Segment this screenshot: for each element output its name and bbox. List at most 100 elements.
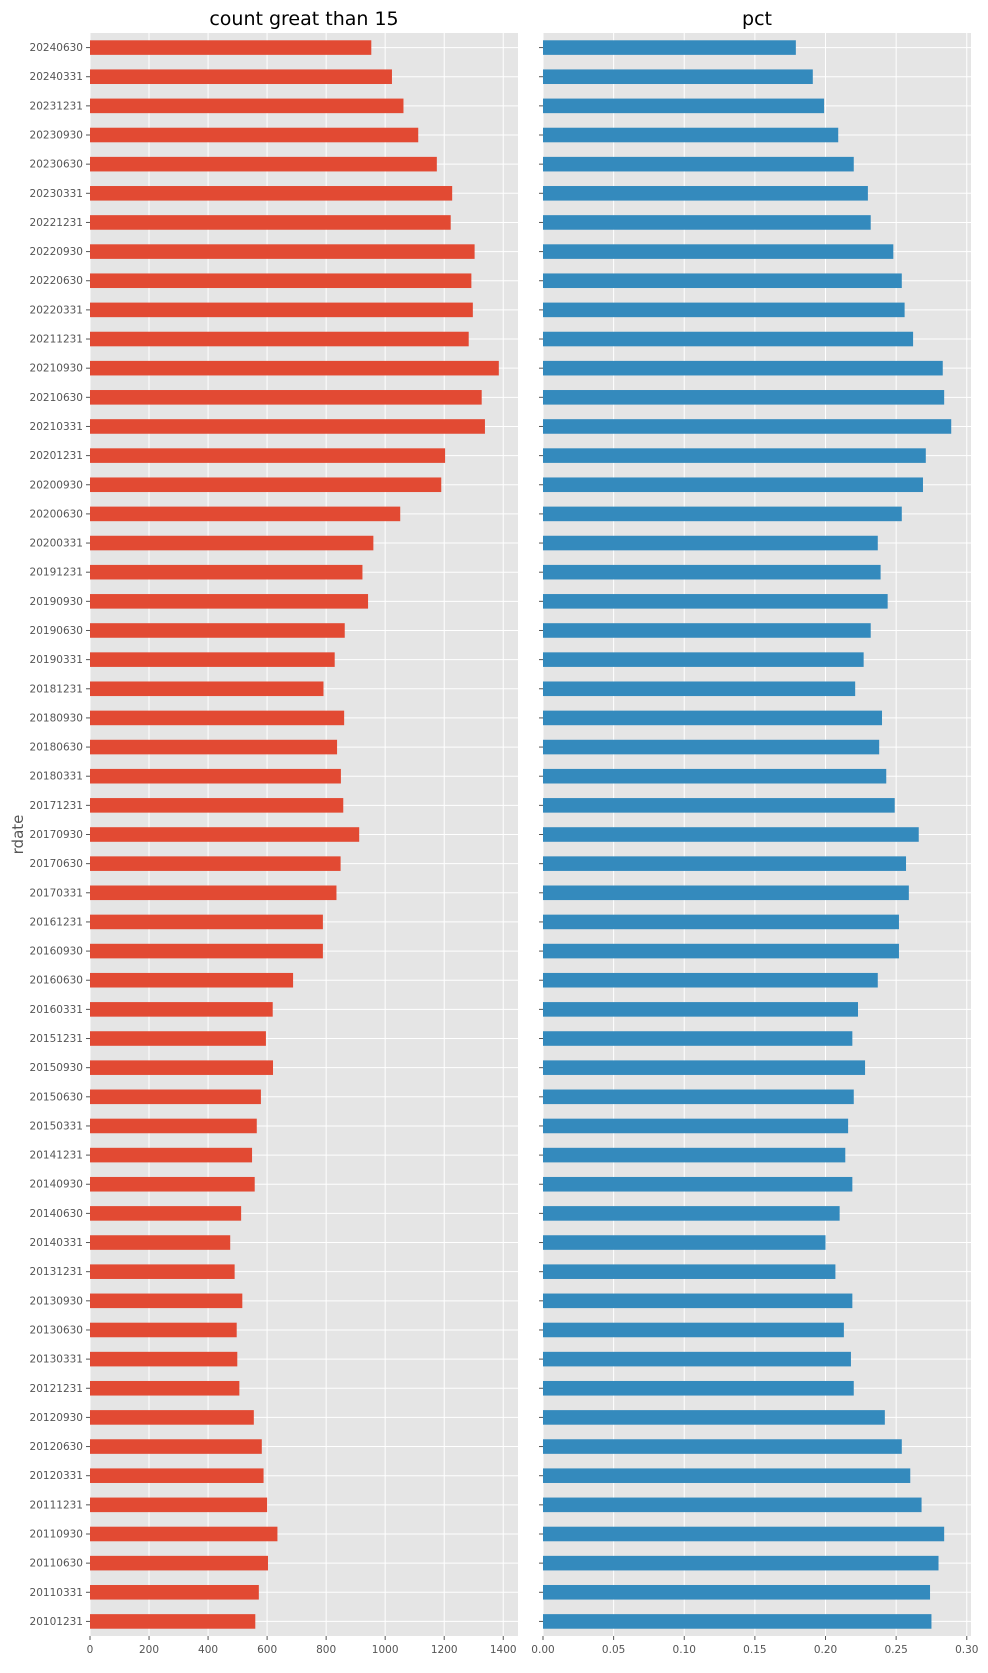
y-tick-label: 20130331	[30, 1354, 83, 1366]
y-tick-label: 20121231	[30, 1383, 83, 1395]
bar-20180930	[90, 710, 345, 726]
y-tick-label: 20170930	[30, 829, 83, 841]
y-tick-label: 20101231	[30, 1616, 83, 1628]
y-tick-label: 20170630	[30, 858, 83, 870]
bar-20140331	[543, 1235, 826, 1250]
bar-20120331	[90, 1468, 264, 1483]
bar-20201231	[543, 448, 926, 463]
y-tick-label: 20240331	[30, 71, 83, 83]
y-tick-label: 20170331	[30, 887, 83, 899]
x-tick-label: 0.30	[955, 1644, 978, 1656]
y-tick-label: 20141231	[30, 1150, 83, 1162]
bar-20150331	[90, 1118, 257, 1134]
panel-1: 20240630 20240331 20231231 20230930 20230630…	[9, 8, 518, 1656]
bar-20210930	[90, 360, 499, 376]
chart-title: count great than 15	[209, 8, 398, 30]
bar-20150630	[90, 1089, 261, 1105]
bar-20160331	[543, 1002, 858, 1017]
y-tick-label: 20140331	[30, 1237, 83, 1249]
x-tick-label: 0.00	[531, 1644, 554, 1656]
bar-20161231	[543, 914, 899, 930]
bar-20130630	[543, 1322, 844, 1338]
bar-20171231	[543, 798, 895, 813]
y-tick-label: 20230630	[30, 159, 83, 171]
bar-20200930	[543, 477, 923, 493]
bar-20110331	[90, 1584, 259, 1600]
bar-20150930	[543, 1060, 866, 1075]
y-tick-label: 20191231	[30, 567, 83, 579]
chart-title: pct	[742, 8, 772, 30]
bar-20231231	[543, 98, 825, 114]
bar-20120930	[90, 1410, 254, 1425]
bar-20141231	[90, 1147, 253, 1163]
bar-20200630	[90, 506, 401, 522]
bar-20140331	[90, 1235, 231, 1250]
bar-20230331	[90, 186, 453, 201]
x-tick-label: 0.25	[884, 1644, 907, 1656]
bar-20121231	[90, 1380, 240, 1396]
y-tick-label: 20160930	[30, 946, 83, 958]
bar-20200930	[90, 477, 442, 493]
y-tick-label: 20221231	[30, 217, 83, 229]
x-tick-label: 600	[257, 1644, 277, 1656]
x-tick-label: 1200	[431, 1644, 458, 1656]
y-tick-label: 20180630	[30, 742, 83, 754]
bar-20120331	[543, 1468, 911, 1483]
bar-20220630	[90, 273, 472, 289]
y-tick-label: 20161231	[30, 916, 83, 928]
bar-20211231	[90, 331, 469, 347]
bar-20110331	[543, 1584, 931, 1600]
x-tick-label: 400	[198, 1644, 218, 1656]
bar-20220630	[543, 273, 902, 289]
bar-20221231	[543, 215, 871, 230]
bar-20170930	[90, 827, 360, 842]
bar-20231231	[90, 98, 404, 114]
bar-20120930	[543, 1410, 885, 1425]
bar-20160930	[90, 943, 323, 959]
x-tick-label: 1000	[372, 1644, 399, 1656]
bar-20230930	[543, 127, 839, 143]
y-tick-label: 20150630	[30, 1091, 83, 1103]
y-tick-label: 20190630	[30, 625, 83, 637]
y-tick-label: 20210630	[30, 392, 83, 404]
bar-20121231	[543, 1380, 854, 1396]
y-tick-label: 20110630	[30, 1558, 83, 1570]
y-tick-label: 20210331	[30, 421, 83, 433]
y-tick-label: 20180930	[30, 712, 83, 724]
bar-20171231	[90, 798, 344, 813]
y-tick-label: 20130630	[30, 1324, 83, 1336]
bar-20140930	[543, 1176, 853, 1192]
y-tick-label: 20200331	[30, 538, 83, 550]
bar-20120630	[543, 1439, 902, 1454]
y-tick-label: 20110331	[30, 1587, 83, 1599]
bar-20221231	[90, 215, 451, 230]
y-tick-label: 20200630	[30, 508, 83, 520]
x-tick-label: 0	[87, 1644, 94, 1656]
y-tick-label: 20120331	[30, 1470, 83, 1482]
bar-20110930	[543, 1526, 945, 1542]
y-tick-label: 20200930	[30, 479, 83, 491]
y-tick-label: 20140630	[30, 1208, 83, 1220]
y-tick-label: 20220630	[30, 275, 83, 287]
y-tick-label: 20171231	[30, 800, 83, 812]
bar-20151231	[90, 1031, 266, 1046]
bar-20190630	[90, 623, 345, 638]
bar-20210630	[90, 390, 482, 405]
bar-20160930	[543, 943, 899, 959]
y-tick-label: 20190930	[30, 596, 83, 608]
bar-20210630	[543, 390, 945, 405]
y-tick-label: 20120930	[30, 1412, 83, 1424]
y-tick-label: 20150331	[30, 1120, 83, 1132]
bar-20240630	[90, 40, 372, 55]
bar-20190331	[543, 652, 864, 667]
bar-20140930	[90, 1176, 255, 1192]
y-tick-label: 20210930	[30, 363, 83, 375]
bar-20220930	[90, 244, 475, 259]
bar-20110630	[543, 1555, 939, 1571]
bar-20110630	[90, 1555, 268, 1571]
bar-20130331	[90, 1351, 238, 1367]
bar-20130630	[90, 1322, 237, 1338]
bar-20101231	[90, 1614, 256, 1629]
